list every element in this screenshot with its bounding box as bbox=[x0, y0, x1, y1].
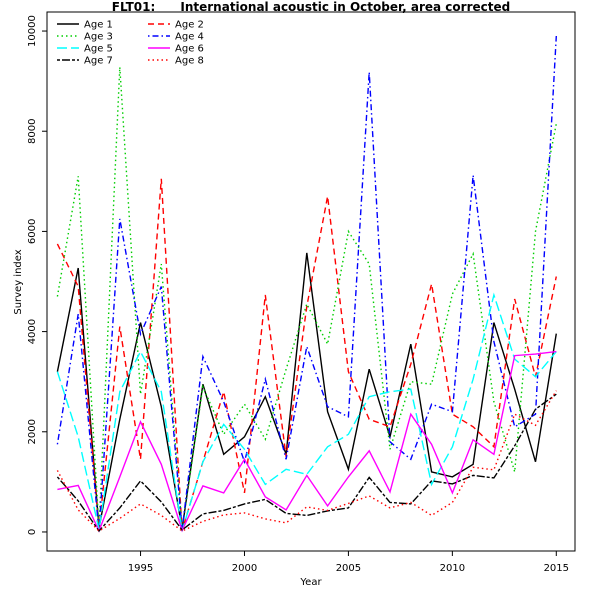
legend-label-age-2: Age 2 bbox=[175, 20, 204, 31]
legend-label-age-7: Age 7 bbox=[84, 56, 113, 67]
y-tick-label-5: 10000 bbox=[27, 15, 38, 47]
legend-label-age-1: Age 1 bbox=[84, 20, 113, 31]
series-lines bbox=[56, 35, 557, 533]
x-tick-label-0: 1995 bbox=[128, 563, 153, 574]
series-line-age-5 bbox=[56, 292, 557, 532]
legend-label-age-6: Age 6 bbox=[175, 44, 204, 55]
y-tick-label-1: 2000 bbox=[27, 419, 38, 444]
chart-title: FLT01: International acoustic in October… bbox=[112, 0, 510, 14]
x-axis-label: Year bbox=[299, 577, 322, 588]
series-line-age-3 bbox=[56, 67, 557, 530]
x-tick-label-1: 2000 bbox=[232, 563, 257, 574]
series-line-age-8 bbox=[56, 390, 557, 532]
x-tick-label-3: 2010 bbox=[440, 563, 465, 574]
legend-label-age-8: Age 8 bbox=[175, 56, 204, 67]
legend-label-age-3: Age 3 bbox=[84, 32, 113, 43]
legend-label-age-5: Age 5 bbox=[84, 44, 113, 55]
y-axis-label: Survey index bbox=[13, 249, 24, 314]
series-line-age-6 bbox=[57, 350, 557, 533]
y-tick-label-4: 8000 bbox=[27, 118, 38, 143]
y-tick-label-0: 0 bbox=[27, 529, 38, 535]
x-tick-label-4: 2015 bbox=[544, 563, 569, 574]
plot-frame bbox=[46, 11, 576, 552]
y-axis: 0 2000 4000 6000 8000 10000 bbox=[27, 15, 47, 535]
y-tick-label-3: 6000 bbox=[27, 219, 38, 244]
series-line-age-7 bbox=[56, 393, 557, 533]
x-axis: 1995 2000 2005 2010 2015 bbox=[128, 551, 569, 574]
series-line-age-4 bbox=[56, 35, 557, 532]
x-tick-label-2: 2005 bbox=[336, 563, 361, 574]
series-line-age-2 bbox=[56, 178, 557, 531]
series-line-age-1 bbox=[56, 252, 557, 530]
legend-label-age-4: Age 4 bbox=[175, 32, 204, 43]
y-tick-label-2: 4000 bbox=[27, 319, 38, 344]
legend: Age 1 Age 2 Age 3 Age 4 Age 5 Age 6 Age 7 Age 8 bbox=[57, 20, 204, 67]
